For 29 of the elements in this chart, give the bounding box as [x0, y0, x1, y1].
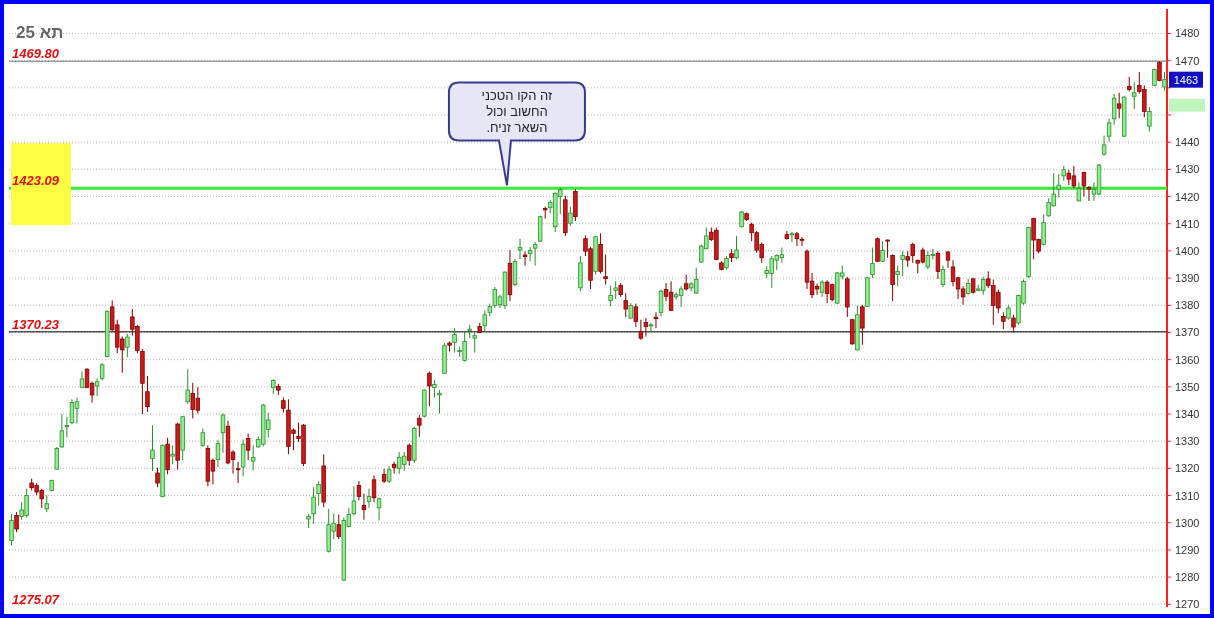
y-tick-label: 1330 — [1175, 435, 1200, 448]
y-tick-label: 1430 — [1175, 163, 1200, 176]
ref-line-label: 1423.09 — [12, 173, 60, 189]
y-tick-label: 1280 — [1175, 571, 1200, 584]
y-tick-label: 1420 — [1175, 190, 1200, 203]
y-tick-label: 1410 — [1175, 217, 1200, 230]
annotation: זה הקו הטכני החשוב וכול השאר זניח. — [481, 88, 554, 136]
y-tick-label: 1380 — [1175, 299, 1200, 312]
y-tick-label: 1390 — [1175, 272, 1200, 285]
y-tick-label: 1400 — [1175, 244, 1200, 257]
y-tick-label: 1290 — [1175, 543, 1200, 556]
y-tick-label: 1310 — [1175, 489, 1200, 502]
y-tick-label: 1270 — [1175, 598, 1200, 611]
ref-label: 1423.09 — [11, 143, 71, 226]
annotation: 1463 — [1173, 73, 1199, 86]
y-tick-label: 1320 — [1175, 462, 1200, 475]
callout: זה הקו הטכני החשוב וכול השאר זניח. — [447, 81, 586, 187]
annotation: 1275.07 — [12, 592, 60, 607]
y-tick-label: 1340 — [1175, 408, 1200, 421]
y-tick-label: 1470 — [1175, 54, 1200, 67]
y-tick-label: 1370 — [1175, 326, 1200, 339]
y-tick-label: 1300 — [1175, 516, 1200, 529]
y-tick-label: 1360 — [1175, 353, 1200, 366]
y-tick-label: 1480 — [1175, 27, 1200, 40]
y-tick-label: 1350 — [1175, 380, 1200, 393]
ref-label: 1370.23 — [12, 316, 59, 332]
text: תא 25 — [16, 23, 64, 42]
ref-label: 1469.80 — [12, 46, 59, 62]
y-tick-label: 1440 — [1175, 136, 1200, 149]
